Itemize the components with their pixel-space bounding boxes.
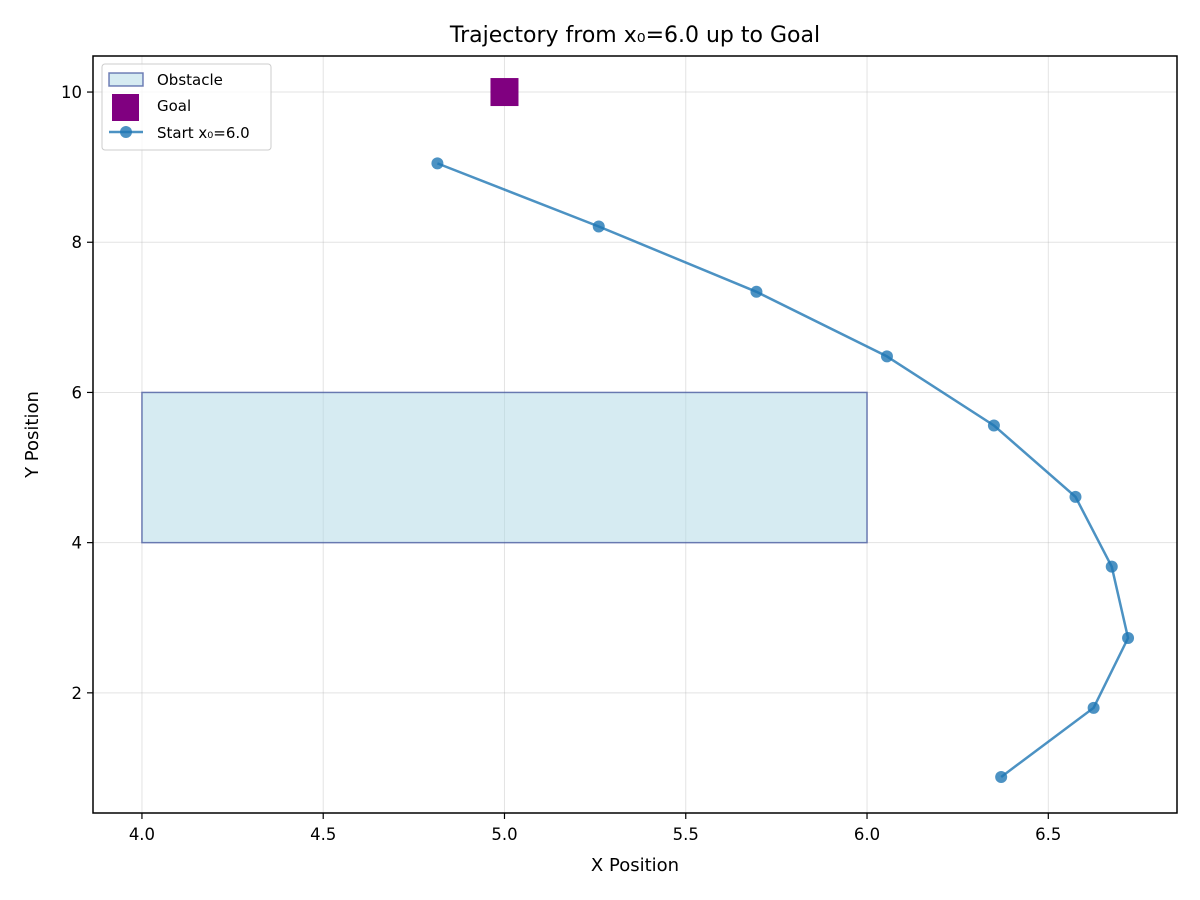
x-tick-label: 6.5 [1035, 825, 1061, 844]
x-tick-label: 5.0 [491, 825, 517, 844]
legend-series-label: Start x₀=6.0 [157, 124, 250, 142]
trajectory-point [995, 770, 1008, 783]
x-tick-label: 5.5 [673, 825, 699, 844]
goal-layer [490, 78, 519, 107]
y-axis-label: Y Position [22, 391, 43, 479]
legend-box [101, 63, 272, 151]
x-tick-label: 6.0 [854, 825, 880, 844]
chart-title: Trajectory from x₀=6.0 up to Goal [449, 23, 820, 48]
trajectory-point [1069, 490, 1082, 503]
legend-goal-label: Goal [157, 97, 191, 115]
trajectory-point [431, 157, 444, 170]
obstacle-layer [141, 391, 868, 544]
series-layer [431, 157, 1135, 783]
y-tick-label: 4 [72, 534, 83, 553]
legend: Obstacle Goal Start x₀=6.0 [101, 63, 272, 151]
trajectory-point [592, 220, 605, 233]
goal-marker [490, 78, 519, 107]
y-tick-label: 2 [72, 684, 83, 703]
legend-obstacle-label: Obstacle [157, 71, 223, 89]
y-tick-label: 6 [72, 383, 83, 402]
x-axis-label: X Position [591, 855, 679, 876]
trajectory-point [1105, 560, 1118, 573]
obstacle-rect [141, 391, 868, 544]
x-tick-label: 4.5 [310, 825, 336, 844]
ticks-layer: 4.0 4.5 5.0 5.5 6.0 6.5 2 4 6 8 10 [61, 83, 1061, 844]
trajectory-point [1122, 632, 1135, 645]
trajectory-point [987, 419, 1000, 432]
legend-obstacle-swatch [108, 72, 144, 87]
trajectory-point [750, 285, 763, 298]
y-tick-label: 8 [72, 233, 83, 252]
plot-frame [92, 55, 1178, 814]
x-tick-label: 4.0 [129, 825, 155, 844]
legend-series-marker [120, 126, 132, 138]
legend-goal-swatch [112, 94, 139, 121]
trajectory-point [880, 350, 893, 363]
trajectory-point [1087, 701, 1100, 714]
y-tick-label: 10 [61, 83, 82, 102]
trajectory-line [436, 162, 1130, 778]
